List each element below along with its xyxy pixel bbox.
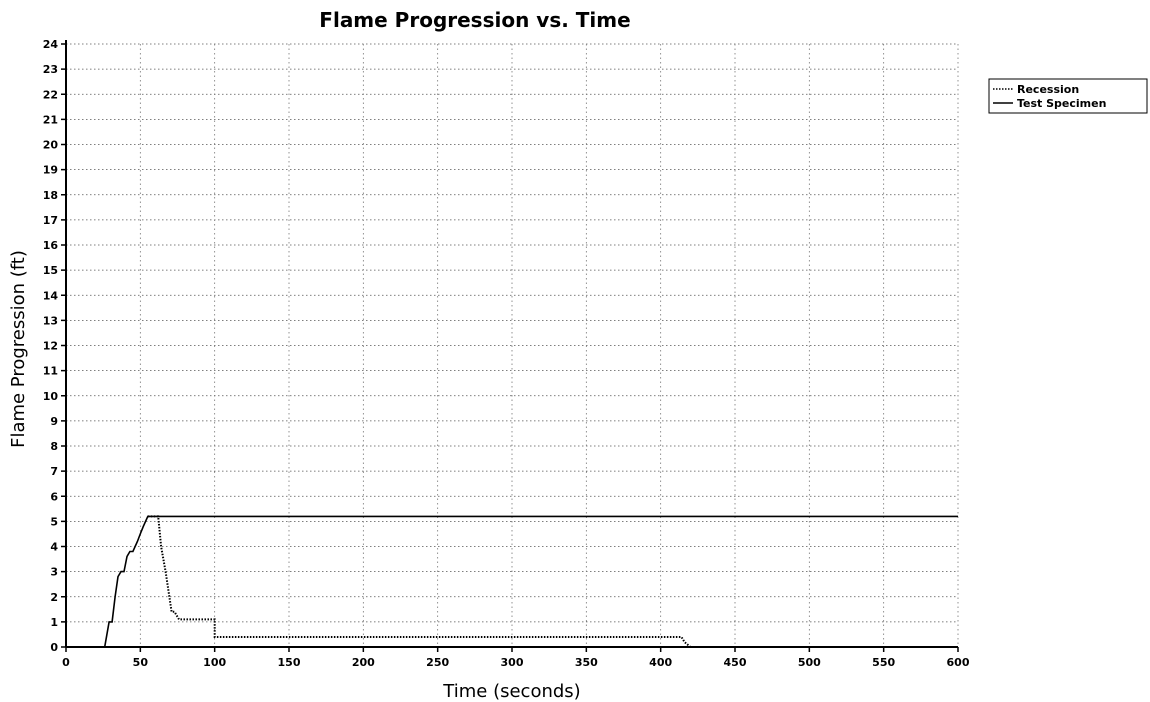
x-tick-labels: 0 50 100 150 200 250 300 350 400 450 500 550 600: [62, 656, 970, 669]
y-tick-label: 19: [43, 164, 58, 177]
y-axis-title: Flame Progression (ft): [8, 250, 29, 448]
y-tick-label: 4: [50, 541, 58, 554]
y-tick-label: 6: [50, 490, 58, 503]
y-tick-label: 3: [50, 566, 58, 579]
x-tick-label: 100: [203, 656, 226, 669]
y-tick-label: 0: [50, 641, 58, 654]
x-tick-label: 150: [278, 656, 301, 669]
x-tick-label: 400: [649, 656, 672, 669]
x-tick-label: 550: [872, 656, 895, 669]
y-tick-label: 21: [43, 113, 58, 126]
x-tick-label: 500: [798, 656, 821, 669]
x-tick-label: 0: [62, 656, 70, 669]
y-tick-label: 22: [43, 88, 58, 101]
legend-box: [988, 78, 1148, 114]
y-tick-label: 14: [43, 289, 59, 302]
y-tick-label: 7: [50, 465, 58, 478]
y-tick-label: 24: [43, 38, 59, 51]
axes: [61, 40, 959, 652]
x-tick-label: 450: [724, 656, 747, 669]
y-tick-label: 18: [43, 189, 58, 202]
y-tick-label: 17: [43, 214, 58, 227]
y-tick-label: 15: [43, 264, 58, 277]
x-tick-label: 50: [133, 656, 149, 669]
y-tick-label: 20: [43, 139, 59, 152]
y-tick-label: 1: [50, 616, 58, 629]
y-tick-label: 12: [43, 340, 58, 353]
x-tick-label: 300: [501, 656, 524, 669]
y-tick-label: 10: [43, 390, 59, 403]
chart-title: Flame Progression vs. Time: [319, 8, 630, 32]
legend: Recession Test Specimen: [988, 78, 1148, 114]
y-tick-label: 23: [43, 63, 58, 76]
x-tick-label: 200: [352, 656, 375, 669]
x-tick-label: 250: [426, 656, 449, 669]
x-tick-label: 600: [947, 656, 970, 669]
series-lines: [103, 515, 958, 648]
y-tick-label: 13: [43, 314, 58, 327]
recession-line: [147, 515, 692, 648]
grid: [66, 43, 959, 647]
x-tick-label: 350: [575, 656, 598, 669]
y-tick-label: 11: [43, 365, 58, 378]
x-axis-title: Time (seconds): [442, 681, 580, 702]
legend-recession-label: Recession: [1017, 83, 1079, 96]
y-tick-label: 9: [50, 415, 58, 428]
y-tick-label: 8: [50, 440, 58, 453]
test-specimen-line: [103, 515, 958, 648]
y-tick-label: 5: [50, 515, 58, 528]
legend-test-specimen-label: Test Specimen: [1017, 97, 1106, 110]
y-tick-label: 2: [50, 591, 58, 604]
y-tick-label: 16: [43, 239, 59, 252]
